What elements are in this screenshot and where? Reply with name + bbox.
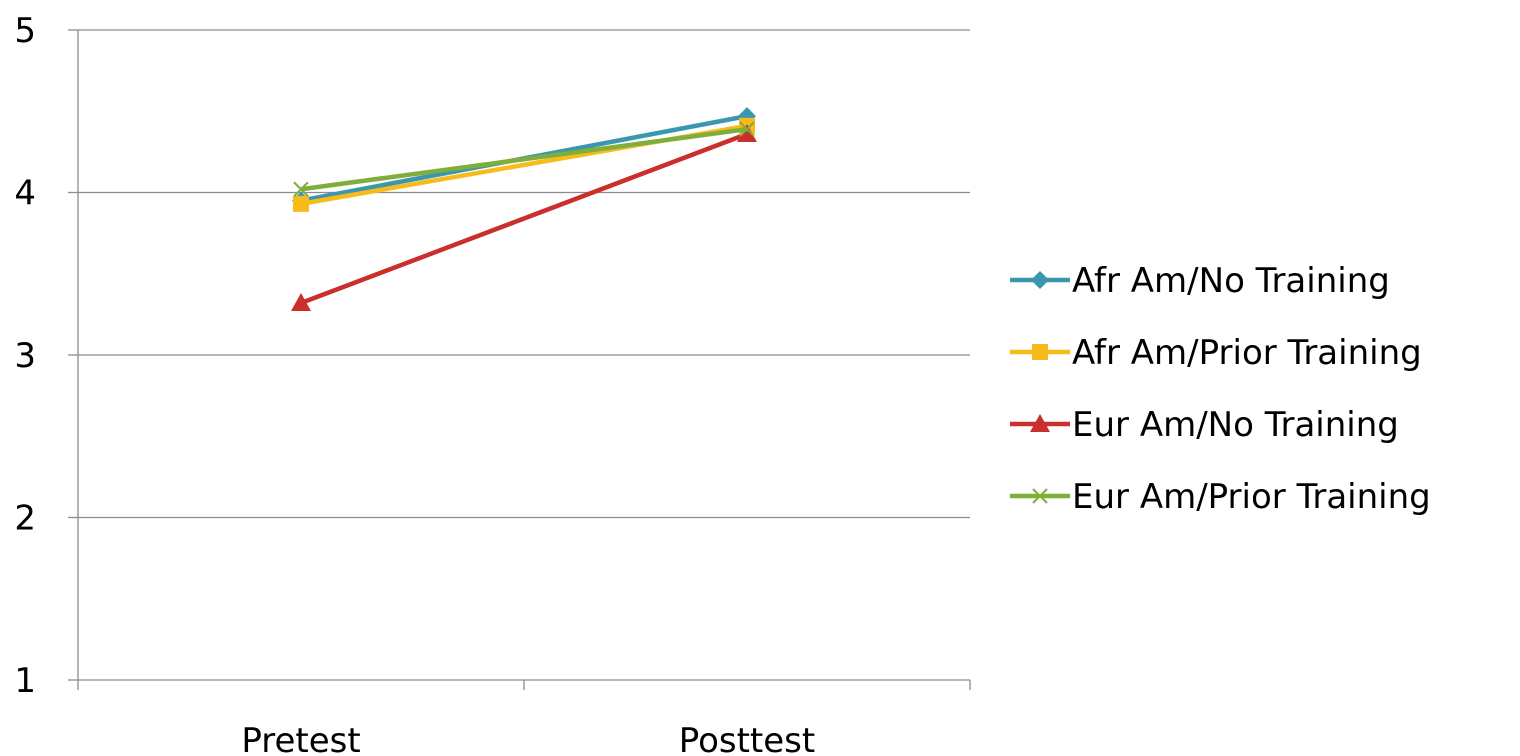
legend-item: Eur Am/No Training bbox=[1010, 405, 1399, 445]
series-3 bbox=[291, 124, 757, 311]
y-tick-label: 1 bbox=[14, 661, 36, 701]
x-axis-tick-labels: Pretest Posttest bbox=[241, 721, 815, 756]
legend-label: Afr Am/Prior Training bbox=[1072, 333, 1422, 373]
series-line bbox=[300, 131, 748, 306]
legend-label: Eur Am/No Training bbox=[1072, 405, 1399, 445]
y-tick-label: 5 bbox=[14, 11, 36, 51]
legend-item: Afr Am/No Training bbox=[1010, 261, 1390, 301]
legend: Afr Am/No Training Afr Am/Prior Training E… bbox=[1010, 261, 1431, 517]
series-layer bbox=[291, 107, 757, 311]
data-point bbox=[739, 121, 755, 137]
legend-item: Afr Am/Prior Training bbox=[1010, 333, 1422, 373]
y-tick-label: 4 bbox=[14, 174, 36, 214]
legend-label: Eur Am/Prior Training bbox=[1072, 477, 1431, 517]
legend-marker bbox=[1032, 344, 1048, 360]
data-point bbox=[293, 181, 309, 197]
axes bbox=[68, 29, 971, 690]
data-point bbox=[291, 293, 311, 311]
legend-marker bbox=[1030, 414, 1050, 432]
series-4 bbox=[293, 121, 755, 197]
gridlines bbox=[78, 29, 970, 519]
legend-marker bbox=[1031, 271, 1049, 289]
legend-marker bbox=[1032, 488, 1048, 504]
y-tick-label: 3 bbox=[14, 336, 36, 376]
data-point bbox=[737, 124, 757, 142]
y-axis-tick-labels: 1 2 3 4 5 bbox=[14, 11, 36, 701]
x-tick-label: Posttest bbox=[679, 721, 815, 756]
data-point bbox=[293, 195, 309, 212]
x-tick-label: Pretest bbox=[241, 721, 360, 756]
series-2 bbox=[293, 117, 755, 212]
y-tick-label: 2 bbox=[14, 499, 36, 539]
legend-label: Afr Am/No Training bbox=[1072, 261, 1390, 301]
series-line bbox=[300, 126, 748, 192]
legend-item: Eur Am/Prior Training bbox=[1010, 477, 1431, 517]
